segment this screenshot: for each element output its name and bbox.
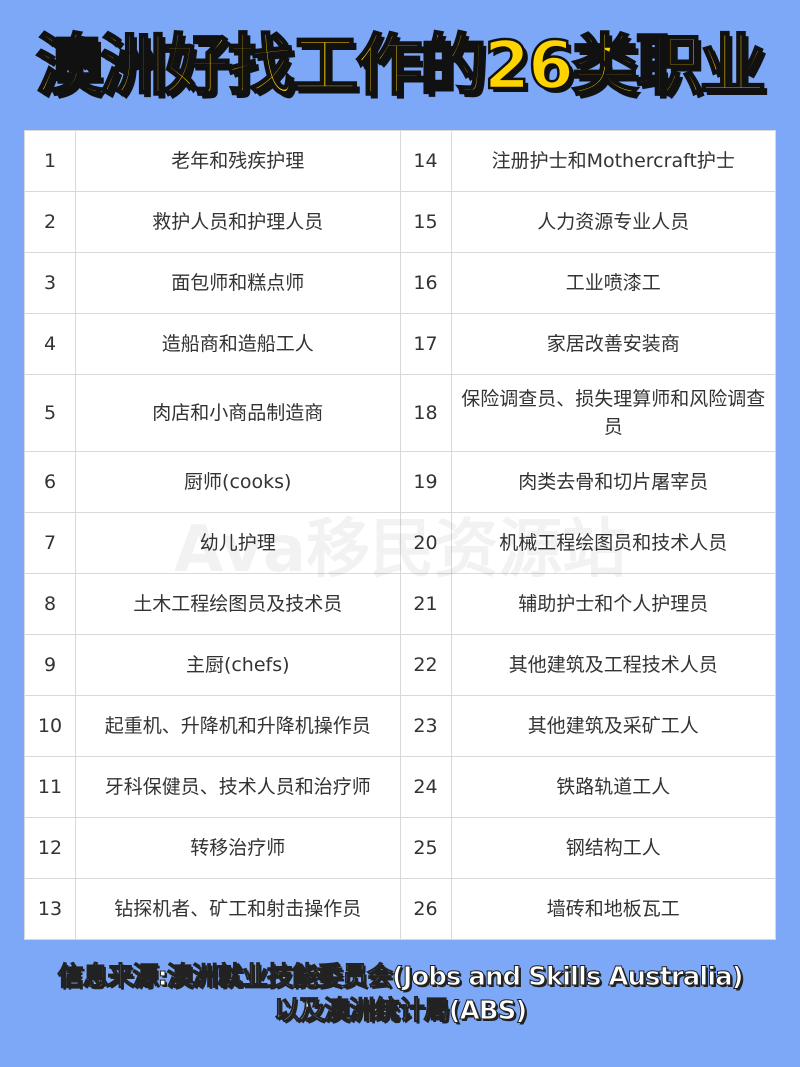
occupation-name: 人力资源专业人员 <box>450 191 776 253</box>
table-row: 10 起重机、升降机和升降机操作员 23 其他建筑及采矿工人 <box>24 695 776 757</box>
occupation-number: 14 <box>399 130 452 192</box>
occupation-name: 机械工程绘图员和技术人员 <box>450 512 776 574</box>
occupation-name: 牙科保健员、技术人员和治疗师 <box>75 756 401 818</box>
occupation-number: 24 <box>399 756 452 818</box>
occupation-number: 10 <box>24 695 76 757</box>
occupation-name: 辅助护士和个人护理员 <box>450 573 776 635</box>
occupation-name: 注册护士和Mothercraft护士 <box>450 130 776 192</box>
occupation-number: 21 <box>399 573 452 635</box>
source-line-2: 以及澳洲统计局(ABS) <box>273 996 527 1027</box>
occupation-number: 12 <box>24 817 76 879</box>
occupation-name: 救护人员和护理人员 <box>75 191 401 253</box>
occupation-number: 5 <box>24 374 76 452</box>
occupation-name: 面包师和糕点师 <box>75 252 401 314</box>
table-row: 3 面包师和糕点师 16 工业喷漆工 <box>24 252 776 314</box>
occupation-number: 6 <box>24 451 76 513</box>
table-row: 7 幼儿护理 20 机械工程绘图员和技术人员 <box>24 512 776 574</box>
table-row: 5 肉店和小商品制造商 18 保险调查员、损失理算师和风险调查员 <box>24 374 776 452</box>
table-row: 4 造船商和造船工人 17 家居改善安装商 <box>24 313 776 375</box>
occupation-name: 肉类去骨和切片屠宰员 <box>450 451 776 513</box>
occupation-number: 16 <box>399 252 452 314</box>
occupation-name: 钢结构工人 <box>450 817 776 879</box>
occupation-number: 3 <box>24 252 76 314</box>
table-row: 8 土木工程绘图员及技术员 21 辅助护士和个人护理员 <box>24 573 776 635</box>
occupation-name: 其他建筑及采矿工人 <box>450 695 776 757</box>
table-row: 1 老年和残疾护理 14 注册护士和Mothercraft护士 <box>24 130 776 192</box>
occupation-number: 20 <box>399 512 452 574</box>
occupation-name: 转移治疗师 <box>75 817 401 879</box>
source-note: 信息来源:澳洲就业技能委员会(Jobs and Skills Australia… <box>0 960 800 1028</box>
occupation-number: 13 <box>24 878 76 940</box>
occupation-number: 7 <box>24 512 76 574</box>
occupation-name: 幼儿护理 <box>75 512 401 574</box>
table-row: 6 厨师(cooks) 19 肉类去骨和切片屠宰员 <box>24 451 776 513</box>
occupation-name: 保险调查员、损失理算师和风险调查员 <box>450 374 776 452</box>
occupation-number: 25 <box>399 817 452 879</box>
occupation-name: 家居改善安装商 <box>450 313 776 375</box>
occupation-name: 土木工程绘图员及技术员 <box>75 573 401 635</box>
occupation-name: 其他建筑及工程技术人员 <box>450 634 776 696</box>
occupation-number: 23 <box>399 695 452 757</box>
occupation-number: 1 <box>24 130 76 192</box>
occupation-name: 铁路轨道工人 <box>450 756 776 818</box>
occupation-number: 18 <box>399 374 452 452</box>
table-row: 2 救护人员和护理人员 15 人力资源专业人员 <box>24 191 776 253</box>
occupation-number: 26 <box>399 878 452 940</box>
occupation-name: 工业喷漆工 <box>450 252 776 314</box>
occupation-name: 主厨(chefs) <box>75 634 401 696</box>
table-row: 13 钻探机者、矿工和射击操作员 26 墙砖和地板瓦工 <box>24 878 776 940</box>
occupation-name: 起重机、升降机和升降机操作员 <box>75 695 401 757</box>
table-row: 9 主厨(chefs) 22 其他建筑及工程技术人员 <box>24 634 776 696</box>
occupation-table: 1 老年和残疾护理 14 注册护士和Mothercraft护士 2 救护人员和护理人员 15… <box>24 130 776 940</box>
occupation-name: 墙砖和地板瓦工 <box>450 878 776 940</box>
occupation-number: 22 <box>399 634 452 696</box>
table-row: 12 转移治疗师 25 钢结构工人 <box>24 817 776 879</box>
occupation-number: 15 <box>399 191 452 253</box>
occupation-number: 8 <box>24 573 76 635</box>
occupation-name: 老年和残疾护理 <box>75 130 401 192</box>
occupation-number: 19 <box>399 451 452 513</box>
occupation-number: 11 <box>24 756 76 818</box>
occupation-name: 厨师(cooks) <box>75 451 401 513</box>
occupation-name: 钻探机者、矿工和射击操作员 <box>75 878 401 940</box>
occupation-number: 2 <box>24 191 76 253</box>
occupation-number: 17 <box>399 313 452 375</box>
occupation-number: 4 <box>24 313 76 375</box>
table-row: 11 牙科保健员、技术人员和治疗师 24 铁路轨道工人 <box>24 756 776 818</box>
source-line-1: 信息来源:澳洲就业技能委员会(Jobs and Skills Australia… <box>57 962 744 993</box>
occupation-name: 造船商和造船工人 <box>75 313 401 375</box>
occupation-name: 肉店和小商品制造商 <box>75 374 401 452</box>
occupation-number: 9 <box>24 634 76 696</box>
page-title: 澳洲好找工作的26类职业 <box>35 26 767 106</box>
